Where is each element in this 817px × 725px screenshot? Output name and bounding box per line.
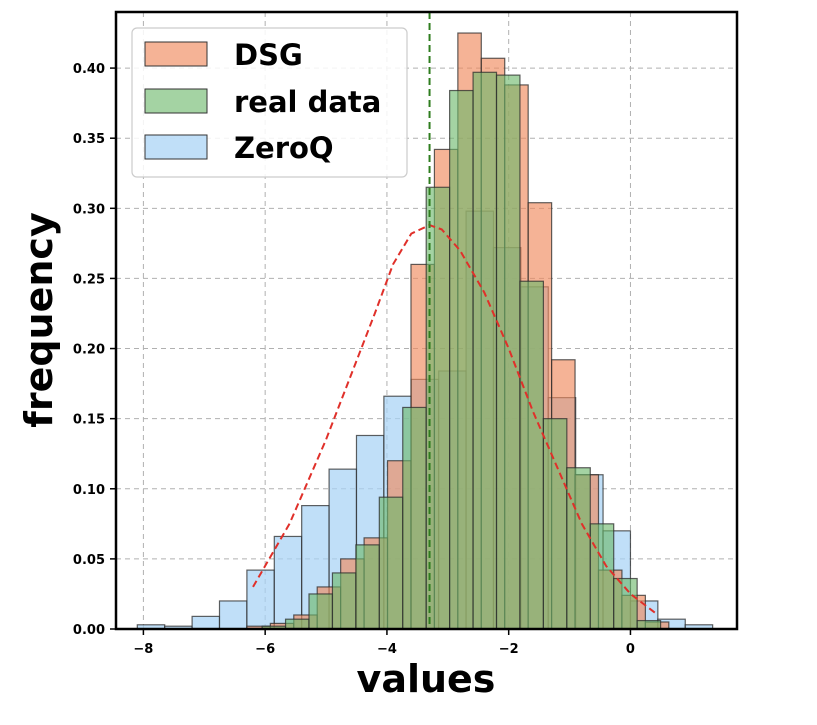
chart-overlays (252, 12, 659, 629)
x-tick-label: −2 (499, 642, 519, 657)
histogram-bar-zeroq (273, 535, 303, 630)
legend-swatch-dsg (144, 41, 208, 67)
legend-label-real-data: real data (234, 85, 381, 119)
histogram-bar-real-data (495, 74, 521, 630)
y-tick-label: 0.40 (73, 62, 105, 77)
histogram-bar-real-data (331, 572, 357, 630)
histogram-bar-real-data (449, 89, 474, 630)
y-tick-label: 0.05 (73, 553, 105, 568)
histogram-bar-real-data (402, 406, 427, 630)
histogram-bar-real-data (284, 618, 310, 630)
density-curve (252, 224, 659, 616)
histogram-bar-real-data (472, 71, 498, 630)
y-tick-label: 0.15 (73, 413, 105, 428)
y-tick-label: 0.10 (73, 483, 105, 498)
axis-ticks: −8 −6 −4 −2 0 0.00 0.05 0.10 0.15 0.20 0.25 0.30 0.3… (73, 62, 635, 657)
histogram-bar-real-data (613, 577, 638, 630)
y-tick-label: 0.35 (73, 132, 105, 147)
legend-label-dsg: DSG (234, 38, 303, 72)
legend-swatch-zeroq (144, 134, 208, 160)
y-tick-label: 0.30 (73, 202, 105, 217)
x-tick-label: −8 (133, 642, 153, 657)
x-axis-title: values (357, 657, 496, 701)
plot-frame (114, 10, 739, 631)
y-tick-label: 0.20 (73, 343, 105, 358)
histogram-bar-real-data (519, 280, 544, 630)
histogram-bar-real-data (589, 523, 615, 630)
y-axis-title: frequency (17, 212, 61, 428)
histogram-bars (136, 32, 714, 630)
histogram-bar-real-data (636, 619, 662, 630)
x-tick-label: 0 (626, 642, 635, 657)
y-tick-label: 0.00 (73, 623, 105, 638)
histogram-bar-zeroq (191, 615, 221, 630)
histogram-bar-real-data (378, 496, 404, 630)
x-tick-label: −4 (377, 642, 397, 657)
histogram-bar-real-data (566, 467, 591, 630)
y-tick-label: 0.25 (73, 272, 105, 287)
legend-label-zeroq: ZeroQ (234, 131, 334, 165)
histogram-bar-zeroq (246, 569, 275, 630)
legend-swatch-real-data (144, 88, 208, 114)
histogram-bar-zeroq (218, 600, 248, 630)
x-tick-label: −6 (255, 642, 275, 657)
legend: DSG real data ZeroQ (131, 27, 408, 178)
histogram-bar-real-data (542, 418, 568, 630)
histogram-bar-real-data (308, 593, 334, 630)
histogram-bar-real-data (355, 544, 380, 630)
